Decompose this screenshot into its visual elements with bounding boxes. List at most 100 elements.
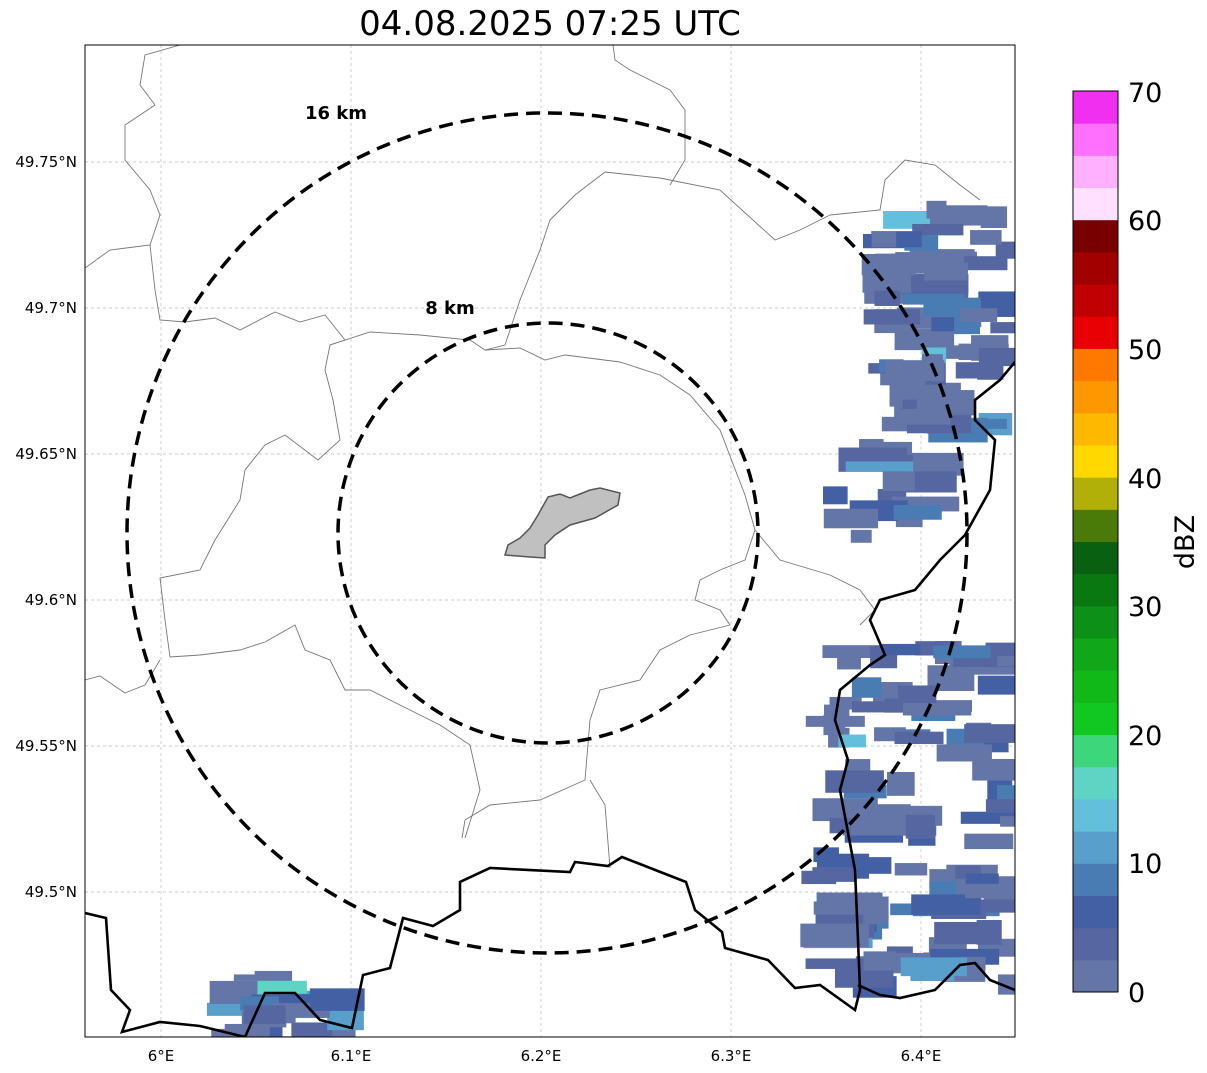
map-title: 04.08.2025 07:25 UTC bbox=[359, 4, 741, 44]
echo-cell bbox=[959, 308, 998, 322]
echo-cell bbox=[882, 469, 915, 492]
echo-cell bbox=[894, 731, 944, 745]
colorbar-bin bbox=[1073, 155, 1118, 189]
echo-cell bbox=[243, 1005, 286, 1024]
x-tick: 6.4°E bbox=[901, 1047, 942, 1065]
echo-cell bbox=[206, 1002, 244, 1016]
echo-cell bbox=[980, 206, 1008, 229]
colorbar-bin bbox=[1073, 831, 1118, 864]
echo-cell bbox=[863, 951, 897, 971]
city-area bbox=[504, 487, 621, 559]
echo-cell bbox=[990, 322, 1015, 334]
echo-cell bbox=[929, 880, 957, 896]
colorbar-bin bbox=[1073, 477, 1118, 510]
echo-cell bbox=[911, 894, 981, 915]
colorbar-bin bbox=[1073, 734, 1118, 768]
colorbar-bin bbox=[1073, 863, 1118, 896]
echo-cell bbox=[894, 863, 928, 876]
echo-cell bbox=[825, 770, 884, 793]
colorbar-bin bbox=[1073, 798, 1118, 832]
y-tick: 49.5°N bbox=[25, 883, 77, 901]
map-frame bbox=[84, 44, 1016, 1038]
echo-cell bbox=[253, 1036, 303, 1037]
echo-cell bbox=[934, 921, 984, 945]
colorbar-bin bbox=[1073, 91, 1118, 124]
colorbar-ticks: 0 10 20 30 40 50 60 70 bbox=[1128, 78, 1162, 1009]
x-tick: 6.3°E bbox=[711, 1047, 752, 1065]
colorbar-bin bbox=[1073, 251, 1118, 285]
echo-cell bbox=[851, 701, 902, 713]
colorbar-bin bbox=[1073, 702, 1118, 736]
echo-cell bbox=[900, 957, 967, 977]
echo-cell bbox=[823, 508, 879, 529]
colorbar-bin bbox=[1073, 638, 1118, 671]
colorbar-bin bbox=[1073, 380, 1118, 414]
cbar-tick: 0 bbox=[1128, 978, 1145, 1009]
colorbar-bin bbox=[1073, 959, 1118, 993]
colorbar-bin bbox=[1073, 123, 1118, 156]
ring-label-16km: 16 km bbox=[305, 103, 367, 124]
colorbar-bin bbox=[1073, 573, 1118, 607]
echo-cell bbox=[944, 668, 971, 684]
echo-cell bbox=[936, 382, 961, 394]
echo-cell bbox=[972, 758, 1015, 781]
echo-cell bbox=[910, 262, 968, 274]
echo-cell bbox=[905, 814, 936, 839]
echo-cell bbox=[964, 833, 1014, 850]
echo-cell bbox=[813, 901, 875, 915]
x-tick: 6°E bbox=[148, 1047, 175, 1065]
echo-cell bbox=[805, 958, 869, 969]
echo-cell bbox=[845, 461, 914, 472]
echo-cell bbox=[863, 309, 920, 325]
echo-cell bbox=[823, 486, 848, 505]
echo-cell bbox=[881, 643, 921, 656]
national-borders bbox=[85, 361, 1015, 1037]
admin-boundaries bbox=[85, 45, 981, 869]
echo-cell bbox=[970, 230, 1002, 245]
echo-cell bbox=[1000, 816, 1015, 827]
ring-label-8km: 8 km bbox=[425, 298, 475, 319]
colorbar-bin bbox=[1073, 541, 1118, 575]
ring-16km bbox=[125, 111, 969, 955]
echo-cell bbox=[859, 857, 892, 874]
echo-cell bbox=[895, 516, 923, 528]
cbar-tick: 50 bbox=[1128, 335, 1162, 366]
y-tick: 49.7°N bbox=[25, 299, 77, 317]
echo-cell bbox=[309, 988, 365, 1011]
echo-cell bbox=[985, 799, 1015, 813]
echo-cell bbox=[931, 317, 955, 332]
echo-cell bbox=[861, 253, 916, 276]
colorbar-bin bbox=[1073, 927, 1118, 961]
echo-cell bbox=[838, 734, 866, 748]
colorbar-bin bbox=[1073, 444, 1118, 478]
echo-cell bbox=[834, 967, 894, 988]
colorbar-bin bbox=[1073, 187, 1118, 221]
echo-cell bbox=[964, 256, 1008, 271]
range-rings bbox=[125, 111, 969, 955]
colorbar-bin bbox=[1073, 605, 1118, 639]
y-tick: 49.75°N bbox=[15, 153, 77, 171]
x-axis: 6°E 6.1°E 6.2°E 6.3°E 6.4°E bbox=[148, 1047, 942, 1065]
colorbar bbox=[1073, 91, 1118, 993]
echo-cell bbox=[851, 677, 882, 698]
colorbar-frame bbox=[1072, 90, 1119, 993]
echo-cell bbox=[850, 529, 872, 543]
cbar-tick: 60 bbox=[1128, 206, 1162, 237]
echo-cell bbox=[898, 408, 951, 425]
colorbar-bin bbox=[1073, 670, 1118, 703]
echo-cell bbox=[995, 241, 1015, 259]
echo-cell bbox=[893, 505, 942, 520]
echo-cell bbox=[912, 223, 964, 236]
echo-cell bbox=[800, 923, 869, 948]
colorbar-bin bbox=[1073, 219, 1118, 253]
colorbar-bin bbox=[1073, 316, 1118, 349]
echo-cell bbox=[936, 744, 992, 762]
echo-cell bbox=[813, 847, 839, 863]
y-tick: 49.65°N bbox=[15, 445, 77, 463]
echo-cell bbox=[936, 345, 986, 359]
cbar-tick: 40 bbox=[1128, 464, 1162, 495]
echo-cell bbox=[978, 347, 1015, 367]
y-tick: 49.55°N bbox=[15, 737, 77, 755]
colorbar-label: dBZ bbox=[1170, 515, 1201, 569]
